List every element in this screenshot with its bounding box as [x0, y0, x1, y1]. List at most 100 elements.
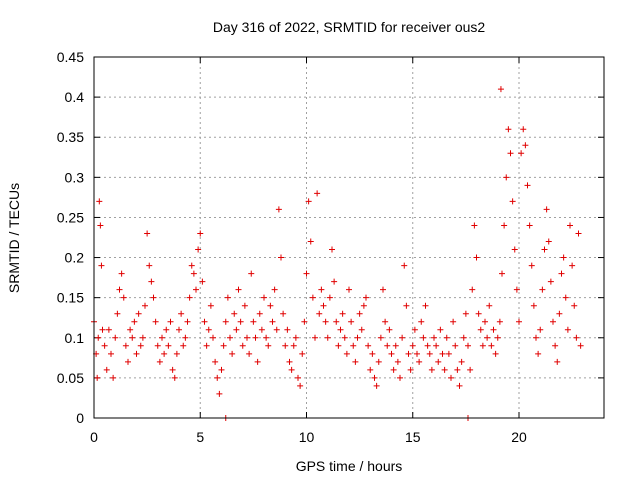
- data-point: [371, 374, 378, 381]
- data-point: [120, 294, 127, 301]
- data-point: [535, 350, 542, 357]
- data-point: [173, 350, 180, 357]
- data-point: [409, 342, 416, 349]
- data-point: [397, 374, 403, 381]
- data-point: [110, 374, 117, 381]
- data-point: [150, 294, 157, 301]
- data-point: [575, 230, 582, 237]
- data-point: [496, 318, 503, 325]
- data-point: [101, 342, 108, 349]
- data-point: [343, 350, 350, 357]
- data-point: [235, 286, 242, 293]
- data-point: [377, 334, 384, 341]
- data-point: [324, 334, 331, 341]
- data-point: [258, 326, 265, 333]
- data-point: [450, 318, 457, 325]
- data-point: [207, 302, 214, 309]
- data-point: [547, 278, 554, 285]
- data-point: [214, 374, 221, 381]
- data-point: [545, 238, 552, 245]
- data-point: [307, 238, 314, 245]
- data-point: [475, 310, 482, 317]
- data-point: [558, 270, 565, 277]
- data-point: [139, 334, 146, 341]
- data-point: [530, 302, 537, 309]
- data-point: [154, 342, 161, 349]
- data-point: [341, 334, 348, 341]
- data-point: [562, 294, 569, 301]
- data-point: [269, 318, 276, 325]
- data-point: [499, 270, 505, 277]
- data-point: [252, 334, 259, 341]
- x-tick-label: 20: [511, 429, 527, 445]
- data-point: [301, 318, 308, 325]
- data-point: [116, 286, 123, 293]
- data-point: [98, 262, 105, 269]
- data-point: [227, 334, 233, 341]
- data-point: [182, 334, 189, 341]
- data-point: [331, 278, 338, 285]
- data-point: [201, 318, 208, 325]
- data-point: [297, 382, 304, 389]
- data-point: [237, 318, 244, 325]
- data-point: [295, 374, 301, 381]
- data-point: [539, 286, 546, 293]
- x-tick-label: 0: [90, 429, 98, 445]
- data-point: [193, 286, 199, 293]
- data-point: [292, 334, 299, 341]
- data-point: [469, 286, 476, 293]
- data-point: [322, 318, 329, 325]
- data-point: [159, 334, 165, 341]
- data-point: [180, 342, 187, 349]
- data-point: [220, 342, 227, 349]
- data-point: [422, 302, 429, 309]
- data-point: [263, 334, 270, 341]
- data-point: [278, 254, 284, 261]
- data-point: [246, 350, 253, 357]
- data-point: [494, 334, 501, 341]
- data-point: [501, 222, 508, 229]
- data-point: [507, 150, 514, 157]
- data-point: [403, 302, 410, 309]
- data-point: [354, 334, 361, 341]
- data-point: [320, 302, 327, 309]
- x-axis-label: GPS time / hours: [296, 458, 403, 474]
- data-point: [184, 318, 191, 325]
- x-tick-label: 5: [196, 429, 204, 445]
- data-point: [560, 254, 567, 261]
- data-point: [188, 262, 195, 269]
- data-point: [286, 358, 293, 365]
- data-point: [437, 326, 444, 333]
- data-point: [167, 318, 174, 325]
- data-point: [280, 310, 287, 317]
- axis-ticks: 0 0.05 0.1 0.15 0.2 0.25 0.3 0.35 0.4 0.45 0 5 10 15 2…: [57, 49, 604, 445]
- data-point: [305, 198, 312, 205]
- data-point: [503, 174, 510, 181]
- data-point: [477, 326, 484, 333]
- plot-frame: [93, 56, 605, 419]
- data-point: [137, 342, 144, 349]
- data-point: [564, 326, 571, 333]
- data-point: [309, 294, 316, 301]
- data-point: [424, 342, 431, 349]
- data-point: [205, 326, 212, 333]
- data-point: [171, 374, 178, 381]
- data-point: [152, 318, 159, 325]
- data-point: [165, 342, 172, 349]
- data-point: [401, 262, 408, 269]
- data-point: [380, 286, 386, 293]
- data-point: [156, 358, 163, 365]
- y-tick-label: 0.1: [65, 330, 85, 346]
- y-tick-label: 0.2: [65, 250, 85, 266]
- data-point: [339, 310, 346, 317]
- data-point: [241, 302, 248, 309]
- data-point: [448, 374, 454, 381]
- data-point: [133, 350, 140, 357]
- data-point: [386, 326, 393, 333]
- data-point: [435, 358, 442, 365]
- y-tick-label: 0: [76, 410, 84, 426]
- data-point: [526, 222, 533, 229]
- data-point: [103, 366, 110, 373]
- data-point: [337, 326, 344, 333]
- data-point: [509, 198, 516, 205]
